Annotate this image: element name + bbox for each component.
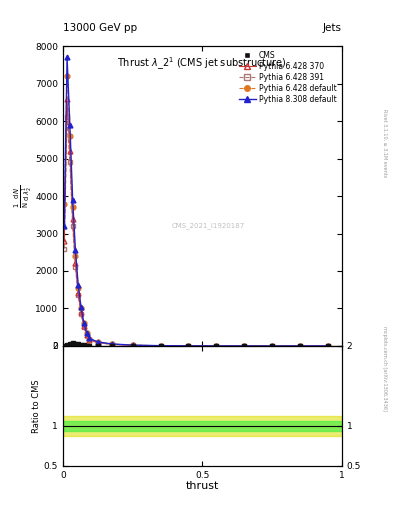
Text: Thrust $\lambda\_2^1$ (CMS jet substructure): Thrust $\lambda\_2^1$ (CMS jet substruct… bbox=[118, 55, 287, 72]
Text: CMS_2021_I1920187: CMS_2021_I1920187 bbox=[171, 223, 244, 229]
Text: Rivet 3.1.10, ≥ 3.1M events: Rivet 3.1.10, ≥ 3.1M events bbox=[382, 109, 387, 178]
Legend: CMS, Pythia 6.428 370, Pythia 6.428 391, Pythia 6.428 default, Pythia 8.308 defa: CMS, Pythia 6.428 370, Pythia 6.428 391,… bbox=[237, 50, 338, 105]
Y-axis label: Ratio to CMS: Ratio to CMS bbox=[32, 379, 41, 433]
Text: Jets: Jets bbox=[323, 23, 342, 33]
Text: 13000 GeV pp: 13000 GeV pp bbox=[63, 23, 137, 33]
X-axis label: thrust: thrust bbox=[186, 481, 219, 491]
Text: mcplots.cern.ch [arXiv:1306.3436]: mcplots.cern.ch [arXiv:1306.3436] bbox=[382, 326, 387, 411]
Y-axis label: $\frac{1}{\mathrm{N}}\,\frac{\mathrm{d}N}{\mathrm{d}\,\lambda_2^1}$: $\frac{1}{\mathrm{N}}\,\frac{\mathrm{d}N… bbox=[12, 184, 34, 207]
